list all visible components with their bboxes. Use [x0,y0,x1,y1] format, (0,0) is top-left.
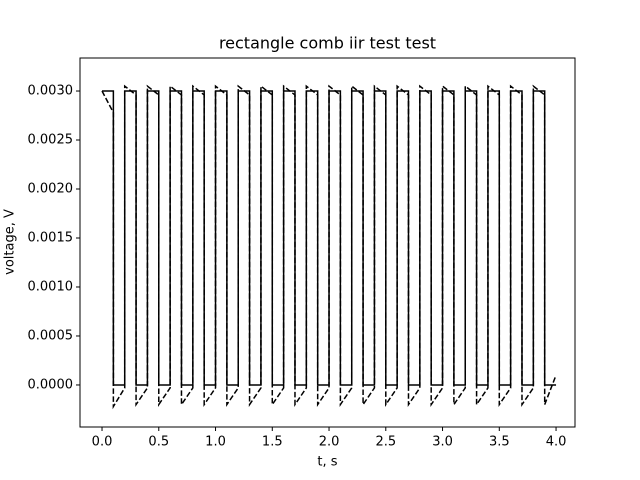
x-tick-label: 0.5 [148,435,169,450]
y-tick-label: 0.0010 [28,279,74,294]
y-tick-label: 0.0000 [28,377,74,392]
x-tick-label: 3.0 [432,435,453,450]
x-tick-label: 3.5 [489,435,510,450]
x-tick-label: 4.0 [546,435,567,450]
y-tick-label: 0.0030 [28,84,74,99]
y-tick-label: 0.0025 [28,133,74,148]
y-axis-label: voltage, V [3,209,18,275]
x-tick-label: 2.5 [375,435,396,450]
y-tick-label: 0.0020 [28,182,74,197]
plot-frame [79,57,576,428]
series-line [101,84,557,410]
x-tick-label: 0.0 [92,435,113,450]
y-tick-label: 0.0015 [28,230,74,245]
x-tick-label: 1.0 [205,435,226,450]
x-tick-label: 2.0 [319,435,340,450]
chart-title: rectangle comb iir test test [219,34,436,53]
x-axis-label: t, s [317,455,337,470]
x-tick-label: 1.5 [262,435,283,450]
y-tick-label: 0.0005 [28,328,74,343]
